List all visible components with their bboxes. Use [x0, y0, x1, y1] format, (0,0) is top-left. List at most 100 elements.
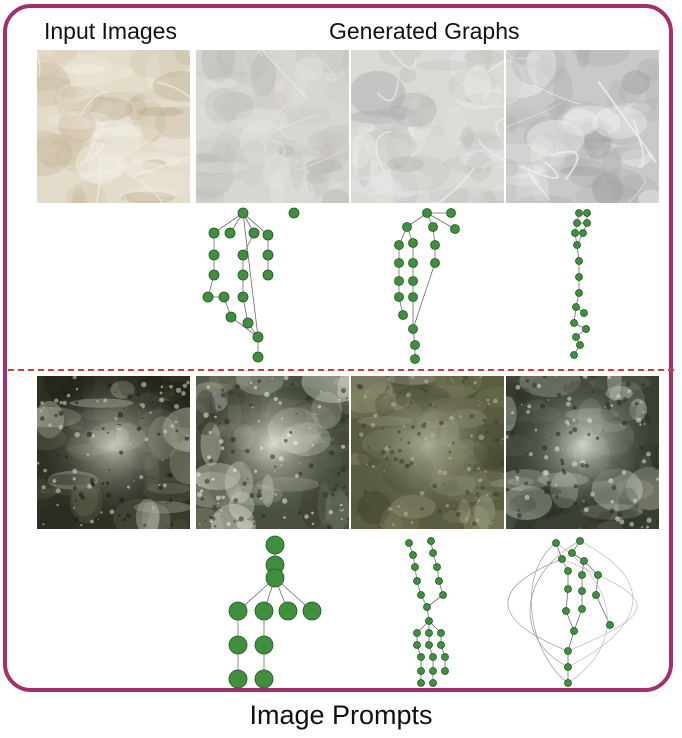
graph-node [398, 310, 408, 320]
graph-node [278, 601, 298, 621]
graph-node [564, 585, 572, 593]
graph-node [413, 629, 421, 637]
graph-node [262, 249, 274, 261]
graph-node [237, 207, 249, 219]
graph-edge [242, 212, 269, 236]
graph-node [437, 629, 445, 637]
graph-marble-1 [196, 205, 349, 365]
graph-node [228, 601, 248, 621]
graph-edge [567, 540, 634, 668]
graph-node [441, 667, 449, 675]
graph-node [262, 269, 274, 281]
graph-node [423, 603, 431, 611]
graph-node [575, 209, 583, 217]
graph-node [558, 555, 566, 563]
graph-node [208, 269, 220, 281]
graph-node [417, 667, 425, 675]
graph-node [228, 669, 248, 689]
graph-marble-2 [351, 205, 504, 365]
graph-node [572, 333, 580, 341]
graph-metal-1 [196, 533, 349, 693]
graph-node [408, 292, 418, 302]
graph-edges [408, 540, 446, 683]
graph-node [410, 354, 420, 364]
graph-node [252, 351, 264, 363]
graph-node [583, 209, 591, 217]
graph-node [564, 679, 572, 687]
graph-node [572, 303, 580, 311]
graph-node [435, 577, 443, 585]
graph-node [265, 535, 285, 555]
graph-node [417, 591, 425, 599]
graph-node [570, 351, 578, 359]
graph-edge [555, 542, 608, 684]
graph-node [437, 641, 445, 649]
graph-node [408, 276, 418, 286]
graph-node [254, 669, 274, 689]
graph-node [265, 568, 285, 588]
graph-node [446, 208, 456, 218]
graph-node [425, 629, 433, 637]
graph-edge [573, 608, 583, 632]
graph-node [594, 571, 602, 579]
graph-node [394, 292, 404, 302]
graph-edge [530, 542, 569, 684]
graph-node [254, 601, 274, 621]
graph-node [552, 539, 560, 547]
graph-node [578, 587, 586, 595]
graph-metal-3 [506, 533, 659, 693]
graph-node [425, 641, 433, 649]
graph-node [582, 325, 590, 333]
graph-nodes [552, 537, 614, 687]
graph-node [237, 291, 249, 303]
graph-nodes [394, 208, 460, 364]
graph-node [427, 537, 435, 545]
graph-node [429, 667, 437, 675]
graph-node [254, 635, 274, 655]
graph-edge [595, 594, 611, 626]
graph-node [410, 340, 420, 350]
graph-node [592, 591, 600, 599]
graph-node [576, 537, 584, 545]
graph-node [242, 317, 254, 329]
graph-edge [412, 262, 436, 330]
graph-node [413, 641, 421, 649]
graph-node [568, 549, 576, 557]
graph-node [413, 577, 421, 585]
graph-node [564, 663, 572, 671]
graph-node [576, 341, 584, 349]
generated-image-metal-3 [506, 376, 659, 529]
graph-node [208, 249, 220, 261]
graph-node [580, 309, 588, 317]
graph-nodes [405, 537, 449, 687]
graph-node [575, 289, 583, 297]
graph-marble-3 [506, 205, 659, 365]
graph-node [411, 563, 419, 571]
graph-node [208, 227, 220, 239]
graph-node [428, 222, 438, 232]
graph-nodes [202, 207, 300, 363]
graph-nodes [570, 209, 591, 359]
graph-node [578, 571, 586, 579]
graph-node [571, 229, 579, 237]
graph-node [417, 679, 425, 687]
graph-node [408, 238, 418, 248]
graph-node [441, 653, 449, 661]
generated-image-metal-1 [196, 376, 349, 529]
row-divider [8, 369, 674, 371]
generated-image-marble-3 [506, 50, 659, 203]
graph-edge [213, 212, 244, 234]
graph-node [425, 617, 433, 625]
graph-node [573, 241, 581, 249]
graph-node [394, 240, 404, 250]
graph-metal-2 [351, 533, 504, 693]
graph-node [302, 601, 322, 621]
graph-node [417, 653, 425, 661]
graph-edge [507, 558, 569, 652]
graph-node [402, 222, 412, 232]
graph-node [433, 563, 441, 571]
input-images-header: Input Images [44, 18, 177, 44]
graph-node [580, 557, 588, 565]
graph-node [262, 229, 274, 241]
graph-edges [398, 212, 456, 359]
